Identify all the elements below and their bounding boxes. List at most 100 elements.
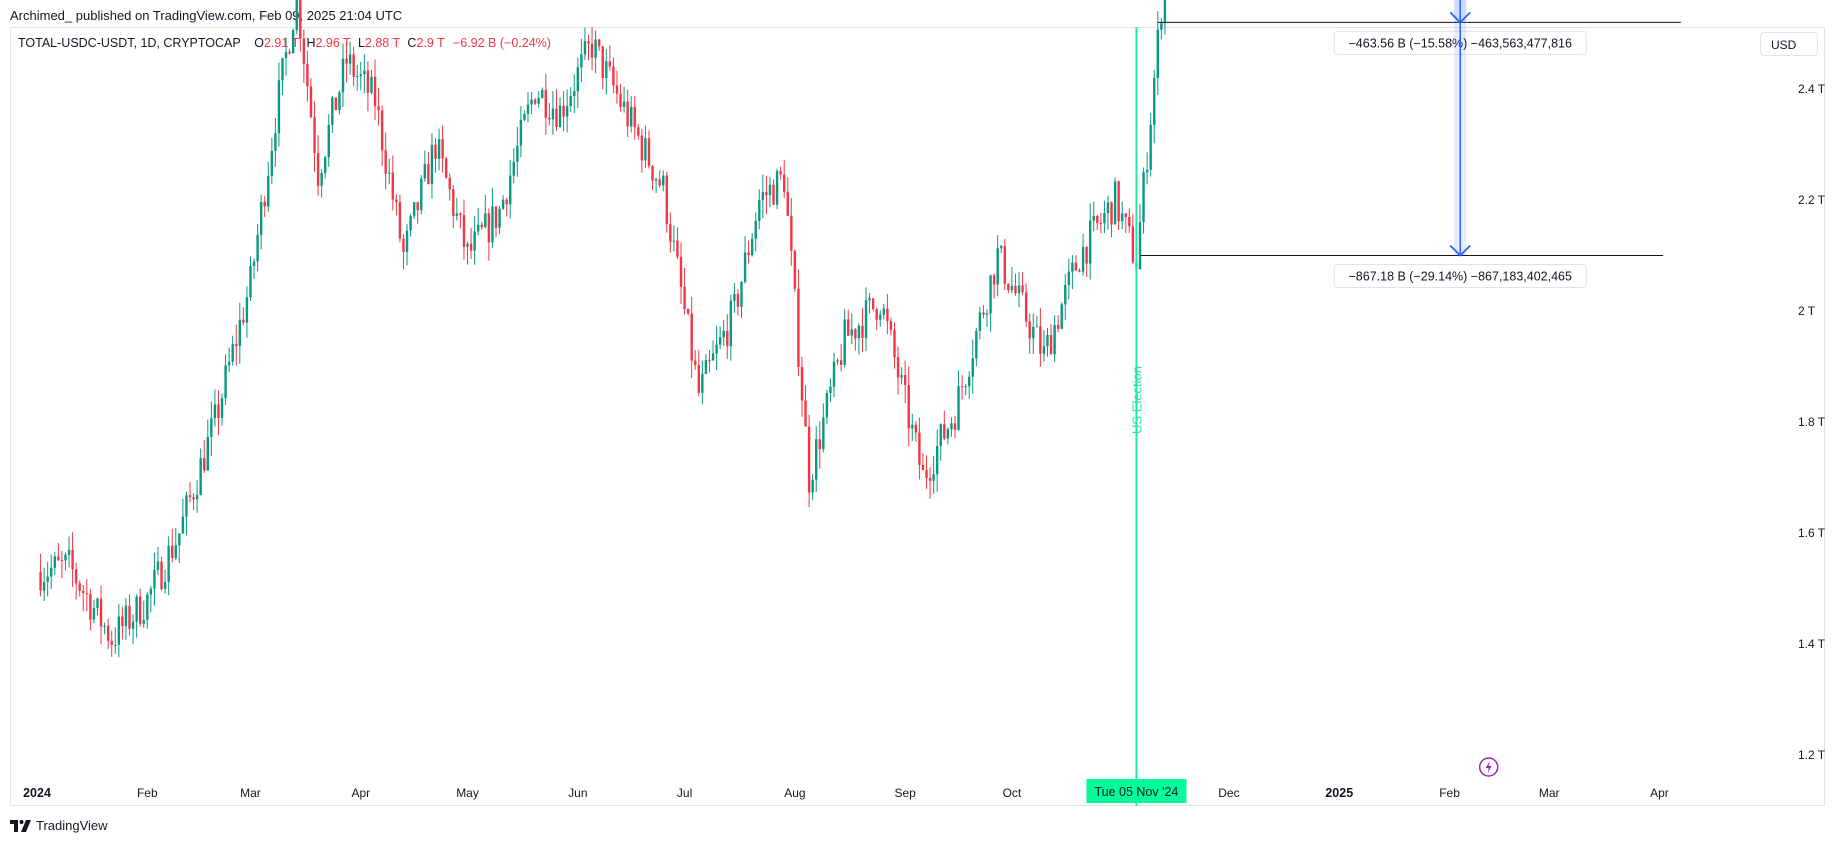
- candle-body: [569, 96, 572, 107]
- candle-body: [697, 365, 700, 393]
- candle-body: [683, 286, 686, 310]
- candle-body: [238, 319, 242, 347]
- candle-body: [669, 224, 672, 242]
- candle-body: [679, 256, 683, 287]
- candle-body: [103, 625, 106, 627]
- candle-body: [548, 117, 551, 120]
- candle-body: [430, 144, 434, 185]
- candle-body: [847, 319, 850, 336]
- candle-body: [676, 240, 679, 257]
- candle-body: [366, 70, 370, 93]
- x-tick-label: Oct: [1003, 786, 1022, 800]
- candle-body: [836, 360, 839, 362]
- candle-body: [818, 439, 821, 450]
- candle-body: [242, 319, 245, 323]
- candle-body: [960, 386, 964, 388]
- candle-body: [1032, 326, 1035, 339]
- candle-body: [615, 85, 619, 94]
- candle-body: [864, 300, 868, 338]
- candle-body: [1160, 23, 1163, 30]
- candle-body: [907, 385, 910, 429]
- symbol-title[interactable]: TOTAL-USDC-USDT, 1D, CRYPTOCAP: [18, 36, 241, 50]
- candle-body: [245, 297, 249, 323]
- candle-body: [53, 556, 56, 568]
- candle-body: [135, 596, 138, 622]
- candle-body: [174, 545, 177, 558]
- candle-body: [537, 97, 540, 104]
- candle-body: [274, 133, 277, 151]
- candle-body: [110, 640, 113, 645]
- candle-body: [775, 170, 779, 205]
- candle-body: [291, 30, 295, 54]
- candle-body: [1092, 216, 1095, 221]
- candle-body: [405, 230, 409, 253]
- candle-body: [1000, 246, 1003, 249]
- candle-body: [718, 337, 722, 345]
- candle-body: [1046, 334, 1049, 347]
- low-key: L: [357, 36, 365, 50]
- candle-body: [288, 51, 291, 54]
- y-tick-label: 1.8 T: [1798, 415, 1826, 429]
- candle-body: [1121, 213, 1124, 222]
- y-tick-label: 1.4 T: [1798, 637, 1826, 651]
- candle-body: [743, 252, 747, 282]
- candle-body: [149, 588, 153, 595]
- candle-body: [345, 58, 348, 64]
- x-tick-label: Mar: [1539, 786, 1560, 800]
- candle-body: [452, 189, 455, 216]
- x-tick-label: Sep: [894, 786, 916, 800]
- x-tick-label: May: [456, 786, 479, 800]
- x-tick-label: 2024: [23, 786, 51, 800]
- candle-body: [338, 92, 341, 111]
- candle-body: [594, 39, 597, 58]
- candle-body: [612, 66, 615, 86]
- candle-body: [252, 261, 256, 266]
- candle-body: [590, 43, 594, 58]
- candle-body: [861, 325, 864, 338]
- y-tick-label: 1.2 T: [1798, 748, 1826, 762]
- chart-frame[interactable]: [10, 27, 1825, 806]
- lightning-icon[interactable]: [1478, 757, 1499, 777]
- currency-button[interactable]: USD: [1760, 32, 1818, 56]
- candle-body: [156, 561, 160, 570]
- candle-body: [935, 446, 939, 475]
- footer-brand[interactable]: TradingView: [36, 818, 108, 833]
- candle-body: [903, 374, 907, 386]
- candle-body: [473, 231, 476, 251]
- candle-body: [640, 135, 644, 161]
- candle-body: [708, 360, 711, 362]
- candle-body: [106, 625, 110, 641]
- candle-body: [1117, 181, 1120, 222]
- candle-body: [825, 393, 829, 418]
- candle-body: [324, 157, 327, 174]
- candle-body: [181, 516, 185, 534]
- candle-body: [953, 423, 957, 430]
- candle-body: [363, 70, 366, 75]
- candle-body: [60, 560, 64, 562]
- candle-body: [761, 192, 765, 200]
- candle-body: [1049, 334, 1053, 355]
- candle-body: [541, 89, 544, 98]
- x-tick-label: Apr: [1650, 786, 1669, 800]
- candle-body: [39, 571, 42, 591]
- candle-body: [544, 89, 548, 118]
- candle-body: [1149, 124, 1152, 170]
- candle-body: [466, 243, 469, 247]
- candle-body: [487, 213, 491, 243]
- candle-body: [964, 386, 967, 388]
- election-date-badge: [1086, 779, 1187, 803]
- publisher-header: Archimed_ published on TradingView.com, …: [10, 8, 403, 23]
- candle-body: [971, 358, 974, 377]
- close-key: C: [407, 36, 417, 50]
- candle-body: [334, 97, 338, 111]
- candle-body: [875, 308, 878, 320]
- candle-body: [124, 605, 128, 627]
- candle-body: [622, 101, 626, 107]
- candle-body: [192, 497, 195, 500]
- candle-body: [498, 208, 501, 228]
- candle-body: [331, 97, 334, 125]
- candle-body: [736, 293, 740, 307]
- candle-body: [263, 201, 266, 207]
- candle-body: [423, 164, 427, 179]
